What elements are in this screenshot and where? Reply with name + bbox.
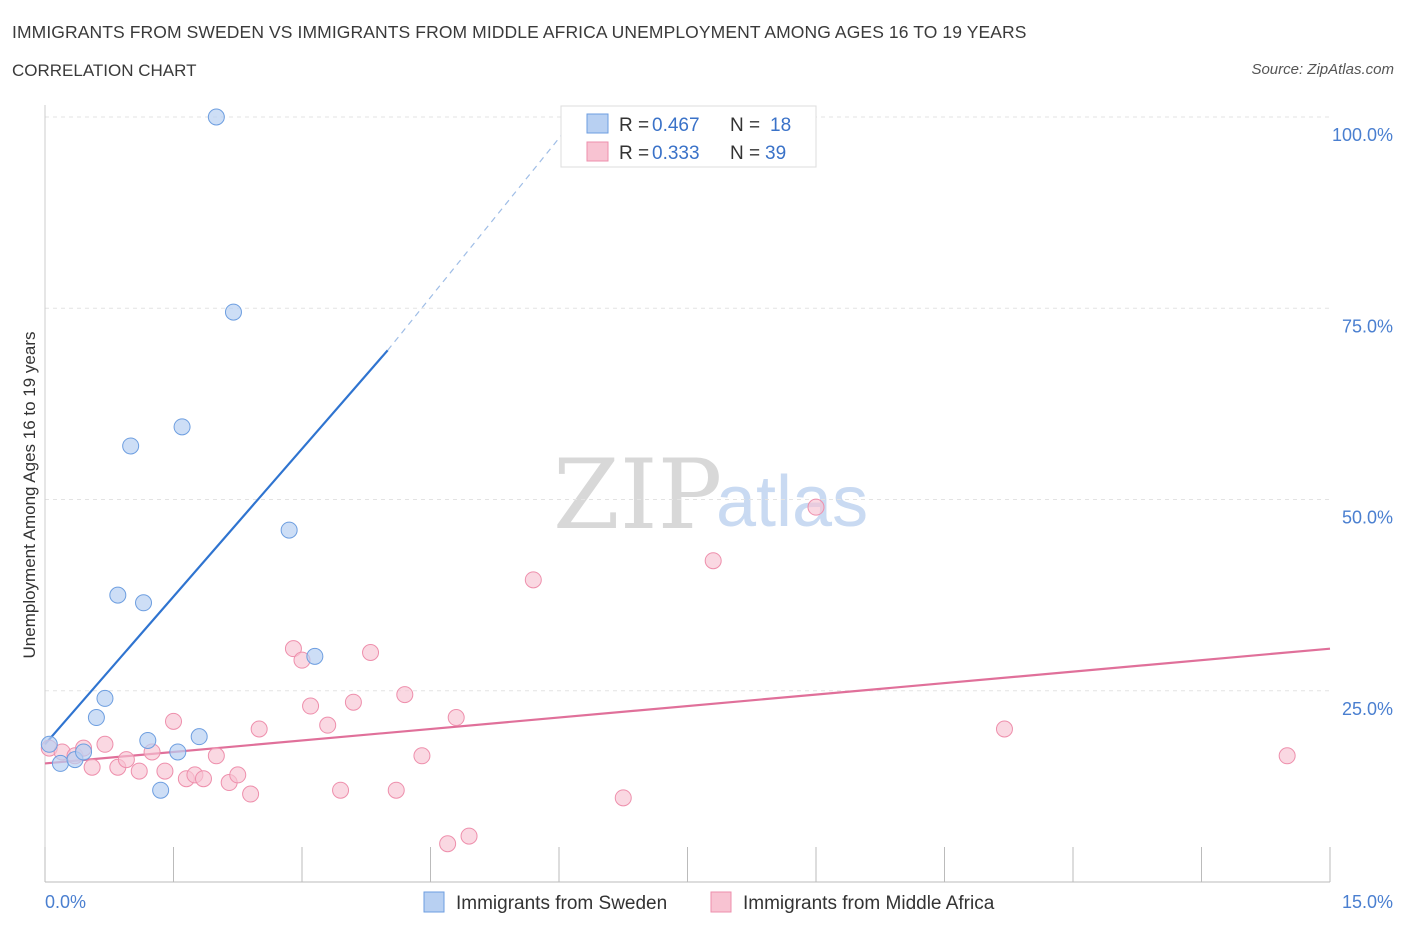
point-middle-africa xyxy=(387,781,405,799)
chart-title: IMMIGRANTS FROM SWEDEN VS IMMIGRANTS FRO… xyxy=(12,22,1027,42)
point-middle-africa xyxy=(332,781,350,799)
y-axis-label: Unemployment Among Ages 16 to 19 years xyxy=(20,332,39,659)
gridlines xyxy=(45,116,1330,692)
point-middle-africa xyxy=(250,720,268,738)
point-sweden xyxy=(207,108,225,126)
trendline-sweden-extension xyxy=(387,116,577,351)
y-tick-label-75: 75.0% xyxy=(1342,316,1393,336)
legend-n-value-africa: 39 xyxy=(765,143,786,164)
point-middle-africa xyxy=(302,697,320,715)
point-middle-africa xyxy=(130,762,148,780)
point-middle-africa xyxy=(362,644,380,661)
point-middle-africa xyxy=(284,640,302,658)
point-sweden xyxy=(122,437,140,455)
point-middle-africa xyxy=(165,712,182,730)
point-middle-africa xyxy=(194,770,212,788)
point-sweden xyxy=(152,781,170,799)
axes xyxy=(44,105,1331,883)
trendline-sweden xyxy=(44,349,389,746)
bottom-legend-label-africa: Immigrants from Middle Africa xyxy=(743,893,995,914)
source-label: Source: ZipAtlas.com xyxy=(1251,61,1394,78)
point-middle-africa xyxy=(524,571,542,589)
point-middle-africa xyxy=(439,835,457,853)
point-sweden xyxy=(173,418,191,436)
chart-subtitle: CORRELATION CHART xyxy=(12,61,197,80)
legend-swatch-africa xyxy=(586,141,609,162)
bottom-legend-swatch-africa xyxy=(710,891,732,913)
point-middle-africa xyxy=(396,686,414,704)
series-sweden xyxy=(40,108,324,799)
series-middle-africa xyxy=(40,498,1296,853)
x-tick-max: 15.0% xyxy=(1342,892,1393,912)
point-sweden xyxy=(190,728,208,746)
legend-n-label-sweden: N = xyxy=(730,115,760,136)
point-sweden xyxy=(109,586,127,604)
point-sweden xyxy=(87,709,105,727)
point-sweden xyxy=(280,521,298,539)
point-sweden xyxy=(139,731,157,749)
watermark-atlas: atlas xyxy=(716,462,868,542)
point-middle-africa xyxy=(413,747,431,765)
point-middle-africa xyxy=(447,709,465,727)
point-middle-africa xyxy=(229,766,247,784)
bottom-legend-label-sweden: Immigrants from Sweden xyxy=(456,893,667,914)
bottom-legend-swatch-sweden xyxy=(423,891,445,913)
legend-n-label-africa: N = xyxy=(730,143,760,164)
y-tick-labels: 25.0% 50.0% 75.0% 100.0% xyxy=(1332,125,1393,719)
legend-r-value-sweden: 0.467 xyxy=(652,115,700,136)
point-middle-africa xyxy=(995,720,1013,738)
point-middle-africa xyxy=(117,751,135,769)
legend-r-value-africa: 0.333 xyxy=(652,143,700,164)
y-tick-label-100: 100.0% xyxy=(1332,125,1393,145)
point-middle-africa xyxy=(807,498,825,516)
series-legend: Immigrants from Sweden Immigrants from M… xyxy=(423,891,995,914)
point-middle-africa xyxy=(156,762,174,780)
point-middle-africa xyxy=(344,693,362,711)
point-middle-africa xyxy=(460,827,478,845)
point-sweden xyxy=(75,743,93,761)
point-middle-africa xyxy=(242,785,260,803)
y-tick-label-25: 25.0% xyxy=(1342,699,1393,719)
point-sweden xyxy=(135,594,153,612)
point-sweden xyxy=(51,754,69,772)
point-middle-africa xyxy=(614,789,632,807)
trend-lines xyxy=(44,116,1331,765)
point-sweden xyxy=(306,647,324,665)
point-middle-africa xyxy=(83,758,101,776)
point-sweden xyxy=(40,735,58,753)
legend-n-value-sweden: 18 xyxy=(770,115,791,136)
point-middle-africa xyxy=(96,735,114,753)
point-sweden xyxy=(96,689,114,707)
x-tick-min: 0.0% xyxy=(45,892,86,912)
point-middle-africa xyxy=(319,716,337,734)
y-tick-label-50: 50.0% xyxy=(1342,508,1393,528)
legend-r-label-sweden: R = xyxy=(619,115,649,136)
point-middle-africa xyxy=(1278,747,1296,765)
legend-swatch-sweden xyxy=(586,113,609,134)
legend-r-label-africa: R = xyxy=(619,143,649,164)
point-sweden xyxy=(224,303,242,321)
point-sweden xyxy=(169,743,187,761)
point-middle-africa xyxy=(704,552,722,570)
trendline-middle-africa xyxy=(44,647,1331,765)
point-middle-africa xyxy=(207,747,225,765)
watermark-zip: ZIP xyxy=(553,439,722,551)
correlation-legend: R = 0.467 N = 18 R = 0.333 N = 39 xyxy=(560,105,817,168)
